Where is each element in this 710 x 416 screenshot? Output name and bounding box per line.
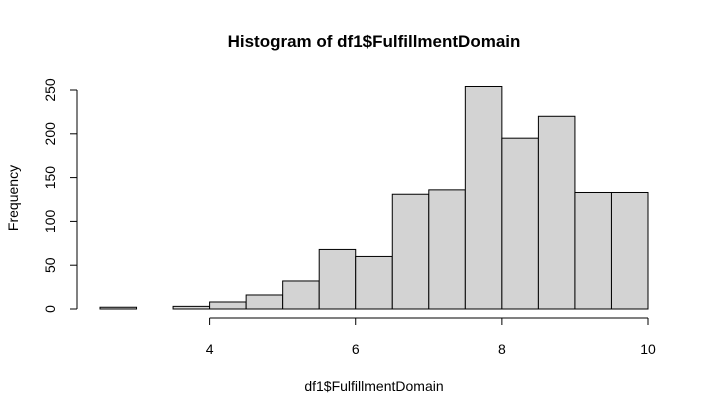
histogram-bar-0 bbox=[99, 306, 138, 310]
histogram-bar-6 bbox=[318, 248, 357, 310]
bars-group bbox=[99, 85, 649, 310]
x-tick-label-1: 6 bbox=[352, 341, 360, 357]
histogram-bar-13 bbox=[574, 191, 612, 310]
histogram-bar-5 bbox=[282, 280, 320, 310]
histogram-bar-2 bbox=[172, 305, 211, 310]
histogram-bar-12 bbox=[537, 115, 576, 310]
y-tick-label-1: 50 bbox=[42, 257, 58, 273]
y-ticks: 0 50 100 150 200 250 bbox=[42, 78, 77, 313]
histogram-bar-10 bbox=[464, 85, 503, 310]
histogram-bar-11 bbox=[501, 137, 539, 310]
y-tick-label-3: 150 bbox=[42, 166, 58, 190]
x-tick-label-2: 8 bbox=[498, 341, 506, 357]
histogram-bar-8 bbox=[391, 193, 430, 310]
y-tick-label-4: 200 bbox=[42, 122, 58, 146]
histogram-bar-14 bbox=[610, 191, 649, 310]
x-tick-label-0: 4 bbox=[206, 341, 214, 357]
y-axis-label: Frequency bbox=[5, 165, 21, 231]
y-tick-label-0: 0 bbox=[42, 305, 58, 313]
y-tick-label-2: 100 bbox=[42, 210, 58, 234]
x-tick-label-3: 10 bbox=[640, 341, 656, 357]
histogram-bar-9 bbox=[428, 189, 466, 310]
histogram-bar-4 bbox=[245, 294, 284, 310]
x-ticks: 4 6 8 10 bbox=[206, 318, 656, 357]
y-axis: 0 50 100 150 200 250 bbox=[42, 78, 78, 313]
histogram-bar-3 bbox=[209, 301, 247, 310]
y-tick-label-5: 250 bbox=[42, 78, 58, 102]
chart-title: Histogram of df1$FulfillmentDomain bbox=[228, 32, 521, 51]
x-axis-label: df1$FulfillmentDomain bbox=[304, 378, 443, 394]
histogram-bar-7 bbox=[355, 255, 393, 310]
x-axis: 4 6 8 10 bbox=[206, 317, 656, 357]
